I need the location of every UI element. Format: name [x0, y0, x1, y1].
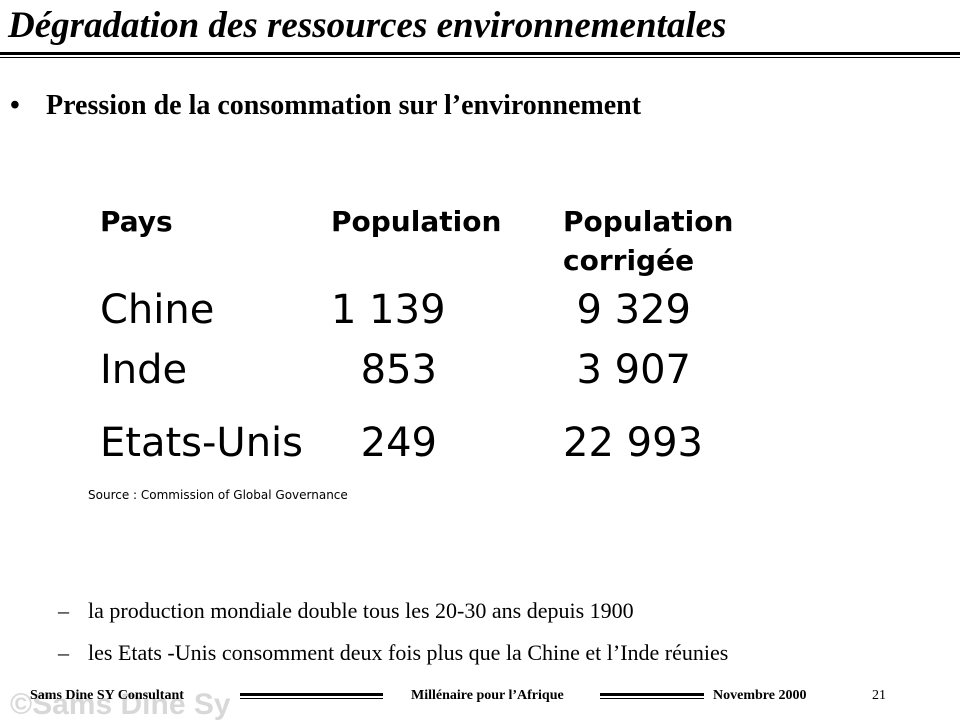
table-source: Source : Commission of Global Governance: [88, 488, 348, 502]
copyright-watermark: ©Sams Dine Sy: [10, 688, 231, 721]
main-bullet-text: Pression de la consommation sur l’enviro…: [46, 90, 642, 121]
page-number: 21: [872, 688, 886, 703]
row-inde-population-corrigee: 3 907: [576, 347, 691, 393]
header-population-corrigee-line1: Population: [563, 205, 734, 238]
header-population: Population: [331, 205, 502, 238]
sub-bullet-text: la production mondiale double tous les 2…: [88, 598, 634, 623]
row-inde-pays: Inde: [100, 347, 188, 393]
slide-title: Dégradation des ressources environnement…: [8, 5, 727, 46]
row-chine-population-corrigee: 9 329: [576, 287, 691, 333]
slide-footer: Sams Dine SY Consultant Millénaire pour …: [0, 686, 960, 720]
footer-divider-left: [240, 693, 383, 699]
footer-divider-right: [600, 693, 704, 699]
main-bullet: • Pression de la consommation sur l’envir…: [10, 90, 641, 122]
title-divider-thin: [0, 57, 960, 58]
bullet-marker: •: [10, 90, 20, 121]
sub-bullet-1: – la production mondiale double tous les …: [58, 598, 634, 624]
header-population-corrigee-line2: corrigée: [563, 244, 695, 277]
footer-date: Novembre 2000: [713, 688, 807, 703]
sub-bullet-2: – les Etats -Unis consomment deux fois pl…: [58, 640, 728, 666]
dash-marker: –: [58, 598, 69, 623]
row-chine-pays: Chine: [100, 287, 215, 333]
row-inde-population: 853: [360, 347, 437, 393]
row-etats-unis-pays: Etats-Unis: [100, 420, 304, 466]
row-chine-population: 1 139: [331, 287, 446, 333]
dash-marker: –: [58, 640, 69, 665]
row-etats-unis-population: 249: [360, 420, 437, 466]
sub-bullet-text: les Etats -Unis consomment deux fois plu…: [88, 640, 729, 665]
title-divider-thick: [0, 52, 960, 55]
footer-author: Sams Dine SY Consultant: [30, 688, 184, 703]
footer-event: Millénaire pour l’Afrique: [411, 688, 564, 703]
header-pays: Pays: [100, 205, 173, 238]
row-etats-unis-population-corrigee: 22 993: [563, 420, 703, 466]
